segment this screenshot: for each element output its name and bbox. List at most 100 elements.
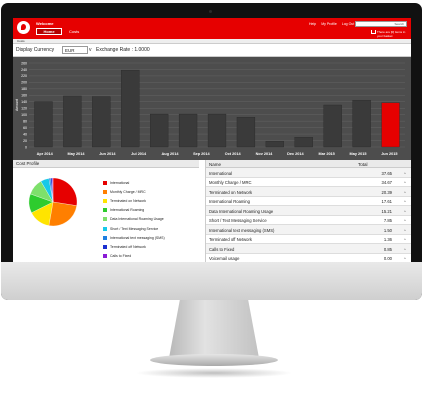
y-tick-label: 140 bbox=[21, 100, 27, 104]
legend-item[interactable]: Monthly Charge / MRC bbox=[103, 187, 165, 196]
pie-slice[interactable] bbox=[52, 177, 78, 206]
y-tick-label: 260 bbox=[21, 61, 27, 65]
expand-icon[interactable]: ▸ bbox=[404, 256, 406, 260]
breadcrumb-costs[interactable]: Costs bbox=[17, 39, 25, 43]
table-row[interactable]: Data International Roaming Usage 15.21 ▸ bbox=[206, 206, 411, 216]
pie-slice[interactable] bbox=[48, 201, 77, 227]
row-name: Short / Text Messaging Service bbox=[209, 218, 267, 223]
bar[interactable] bbox=[63, 95, 82, 148]
bar[interactable] bbox=[121, 69, 140, 148]
sub-navigation: Costs bbox=[13, 39, 411, 44]
row-name: International text messaging (SMS) bbox=[209, 227, 275, 233]
bar[interactable] bbox=[34, 101, 53, 148]
welcome-text: Welcome bbox=[36, 21, 54, 26]
bar[interactable] bbox=[207, 113, 227, 148]
help-link[interactable]: Help bbox=[309, 22, 317, 26]
column-header-total[interactable]: Total bbox=[358, 161, 368, 167]
bar[interactable] bbox=[323, 104, 342, 148]
y-tick-label: 60 bbox=[23, 126, 27, 130]
y-tick-label: 120 bbox=[21, 107, 27, 111]
table-row[interactable]: International 37.65 ▸ bbox=[206, 168, 411, 178]
bar[interactable] bbox=[150, 113, 169, 148]
currency-row: Display Currency EUR v Exchange Rate : 1… bbox=[13, 44, 411, 57]
monthly-costs-chart: 0 20 40 60 80 100 120 140 160 180 200 220 240 260 Amou… bbox=[13, 57, 411, 160]
row-total: 0.00 bbox=[383, 256, 392, 261]
bar[interactable] bbox=[92, 96, 111, 148]
legend-swatch bbox=[103, 208, 107, 213]
row-name: Terminated off Network bbox=[209, 237, 252, 242]
display-currency-label: Display Currency bbox=[16, 47, 55, 53]
table-row[interactable]: Monthly Charge / MRC 34.67 ▸ bbox=[206, 178, 411, 187]
row-name: Terminated on Network bbox=[209, 189, 253, 195]
bar[interactable] bbox=[294, 137, 313, 148]
legend-swatch bbox=[103, 226, 107, 231]
bar[interactable] bbox=[352, 100, 371, 148]
legend-item[interactable]: Data International Roaming Usage bbox=[103, 215, 165, 224]
row-name: Monthly Charge / MRC bbox=[209, 180, 252, 185]
x-tick-label: Jul 2014 bbox=[131, 152, 147, 156]
x-tick-label: Dec 2014 bbox=[287, 152, 304, 156]
legend-item[interactable]: International Roaming bbox=[103, 206, 165, 215]
table-row[interactable]: International Roaming 17.61 ▸ bbox=[206, 197, 411, 206]
table-rows: International 37.65 ▸ Monthly Charge / MRC 3… bbox=[206, 168, 411, 263]
pie-slice[interactable] bbox=[51, 177, 54, 203]
row-total: 34.67 bbox=[381, 180, 392, 185]
row-name: International bbox=[209, 170, 233, 176]
x-tick-label: May 2014 bbox=[68, 152, 86, 156]
y-tick-label: 20 bbox=[23, 139, 27, 143]
bar[interactable] bbox=[265, 141, 284, 148]
table-row[interactable]: Terminated on Network 20.39 ▸ bbox=[206, 187, 411, 197]
table-row[interactable]: Terminated off Network 1.36 ▸ bbox=[206, 235, 411, 244]
legend-item[interactable]: International bbox=[103, 178, 165, 187]
legend-swatch bbox=[103, 254, 107, 259]
row-name: Calls to Fixed bbox=[209, 246, 235, 252]
x-tick-label: Jun 2014 bbox=[99, 152, 116, 156]
chevron-down-icon[interactable]: v bbox=[89, 47, 92, 53]
y-tick-label: 160 bbox=[21, 94, 27, 98]
legend-swatch bbox=[103, 198, 107, 203]
exchange-rate: Exchange Rate : 1.0000 bbox=[96, 47, 150, 53]
legend-item[interactable]: Terminated off Network bbox=[103, 242, 165, 251]
basket-text[interactable]: There are [0] items in your basket bbox=[377, 30, 406, 38]
vodafone-logo-icon[interactable] bbox=[17, 21, 30, 34]
expand-icon[interactable]: ▸ bbox=[404, 237, 406, 241]
row-total: 15.21 bbox=[381, 208, 392, 214]
basket-icon[interactable] bbox=[371, 30, 376, 34]
expand-icon[interactable]: ▸ bbox=[404, 180, 406, 184]
y-tick-label: 0 bbox=[25, 145, 27, 149]
expand-icon[interactable]: ▸ bbox=[404, 189, 406, 194]
legend-item[interactable]: International text messaging (SMS) bbox=[103, 233, 165, 242]
y-tick-label: 240 bbox=[21, 68, 27, 72]
expand-icon[interactable]: ▸ bbox=[404, 227, 406, 232]
x-tick-label: Sep 2014 bbox=[193, 152, 210, 156]
tab-home[interactable]: Home bbox=[36, 28, 62, 35]
bar[interactable] bbox=[381, 102, 400, 148]
currency-select[interactable]: EUR bbox=[62, 46, 88, 54]
legend-swatch bbox=[103, 180, 107, 185]
row-total: 7.85 bbox=[383, 218, 392, 223]
expand-icon[interactable]: ▸ bbox=[404, 246, 406, 251]
legend-item[interactable]: Calls to Fixed bbox=[103, 252, 165, 261]
expand-icon[interactable]: ▸ bbox=[404, 208, 406, 213]
expand-icon[interactable]: ▸ bbox=[404, 199, 406, 203]
table-row[interactable]: Short / Text Messaging Service 7.85 ▸ bbox=[206, 216, 411, 225]
legend-item[interactable]: Short / Text Messaging Service bbox=[103, 224, 165, 233]
legend-item[interactable]: Terminated on Network bbox=[103, 196, 165, 205]
my-profile-link[interactable]: My Profile bbox=[321, 22, 337, 26]
search-input[interactable]: Search bbox=[355, 21, 407, 27]
x-tick-label: Nov 2014 bbox=[256, 152, 274, 156]
column-header-name[interactable]: Name bbox=[209, 161, 222, 167]
bar-chart-svg: 0 20 40 60 80 100 120 140 160 180 200 220 240 260 Amou… bbox=[15, 61, 405, 156]
row-total: 20.39 bbox=[381, 189, 392, 195]
log-out-link[interactable]: Log Out bbox=[341, 22, 355, 26]
bar[interactable] bbox=[178, 113, 198, 148]
app-header: Welcome Home Costs Help My Profile Log O… bbox=[13, 18, 411, 39]
tab-costs[interactable]: Costs bbox=[69, 29, 80, 34]
table-row[interactable]: International text messaging (SMS) 1.50 ▸ bbox=[206, 225, 411, 235]
row-total: 0.85 bbox=[383, 246, 392, 252]
expand-icon[interactable]: ▸ bbox=[404, 218, 406, 222]
bar[interactable] bbox=[236, 117, 256, 148]
expand-icon[interactable]: ▸ bbox=[404, 170, 406, 175]
table-row[interactable]: Calls to Fixed 0.85 ▸ bbox=[206, 244, 411, 254]
stand-shadow bbox=[135, 368, 293, 378]
